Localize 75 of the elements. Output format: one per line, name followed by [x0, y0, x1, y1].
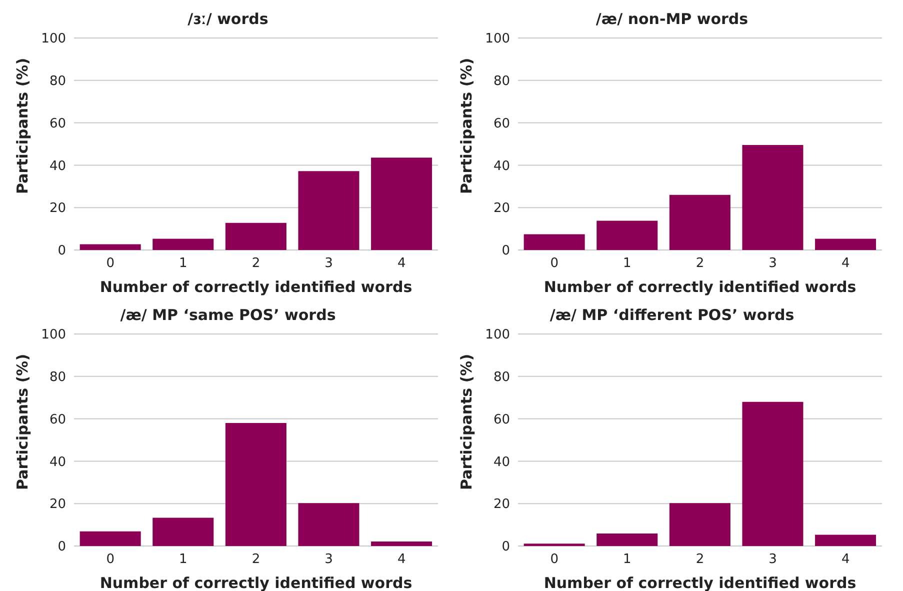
chart-title: /æ/ MP ‘different POS’ words	[548, 305, 796, 326]
bar	[669, 194, 730, 250]
x-axis-title: Number of correctly identified words	[544, 278, 856, 296]
x-tick-label: 4	[397, 552, 406, 568]
bar	[152, 238, 214, 250]
y-tick-label: 100	[41, 328, 66, 343]
y-tick-label: 80	[493, 370, 510, 386]
bar	[524, 234, 585, 250]
x-tick-label: 3	[768, 552, 777, 568]
bar	[742, 145, 804, 250]
y-tick-label: 0	[58, 244, 66, 259]
bar	[815, 534, 876, 546]
bar	[596, 220, 658, 250]
y-tick-label: 40	[49, 158, 66, 174]
x-axis-title: Number of correctly identified words	[544, 574, 856, 591]
chart-title: /ɜː/ words	[186, 9, 270, 30]
x-axis-title: Number of correctly identified words	[100, 278, 412, 296]
y-tick-label: 40	[493, 454, 510, 470]
x-tick-label: 1	[179, 256, 188, 272]
y-axis-title: Participants (%)	[457, 58, 476, 194]
x-tick-label: 0	[550, 552, 559, 568]
bar	[298, 171, 360, 250]
x-tick-label: 4	[841, 552, 850, 568]
y-tick-label: 60	[49, 116, 66, 132]
chart-title: /æ/ MP ‘same POS’ words	[119, 305, 337, 326]
bar	[815, 238, 876, 250]
x-tick-label: 4	[841, 256, 850, 272]
bar	[80, 244, 141, 250]
x-tick-label: 1	[623, 552, 632, 568]
x-tick-label: 0	[106, 552, 115, 568]
bar	[225, 423, 286, 546]
y-tick-label: 20	[493, 497, 510, 512]
y-tick-label: 60	[493, 116, 510, 132]
x-tick-label: 2	[252, 256, 260, 272]
x-tick-label: 3	[768, 256, 777, 272]
x-axis-title: Number of correctly identified words	[100, 574, 412, 591]
bar	[298, 503, 360, 546]
y-tick-label: 60	[493, 412, 510, 428]
y-tick-label: 20	[49, 201, 66, 216]
bar	[80, 531, 141, 546]
y-tick-label: 0	[502, 540, 510, 555]
x-tick-label: 3	[324, 256, 333, 272]
x-tick-label: 0	[106, 256, 115, 272]
y-tick-label: 0	[502, 244, 510, 259]
y-axis-title: Participants (%)	[13, 354, 32, 490]
x-tick-label: 2	[696, 256, 704, 272]
chart-title: /æ/ non-MP words	[594, 9, 750, 30]
bar	[742, 402, 804, 546]
bar	[225, 222, 286, 250]
bar	[669, 503, 730, 546]
x-tick-label: 0	[550, 256, 559, 272]
y-tick-label: 40	[49, 454, 66, 470]
bar	[371, 158, 432, 250]
x-tick-label: 4	[397, 256, 406, 272]
y-tick-label: 100	[485, 328, 510, 343]
y-tick-label: 80	[49, 370, 66, 386]
y-tick-label: 20	[49, 497, 66, 512]
y-tick-label: 20	[493, 201, 510, 216]
bar	[152, 518, 214, 546]
x-tick-label: 3	[324, 552, 333, 568]
y-tick-label: 40	[493, 158, 510, 174]
y-axis-title: Participants (%)	[457, 354, 476, 490]
bar	[596, 533, 658, 546]
y-tick-label: 0	[58, 540, 66, 555]
y-tick-label: 100	[485, 32, 510, 47]
x-tick-label: 1	[179, 552, 188, 568]
y-tick-label: 100	[41, 32, 66, 47]
x-tick-label: 1	[623, 256, 632, 272]
y-axis-title: Participants (%)	[13, 58, 32, 194]
y-tick-label: 80	[493, 74, 510, 90]
bar	[371, 542, 432, 546]
y-tick-label: 60	[49, 412, 66, 428]
x-tick-label: 2	[696, 552, 704, 568]
x-tick-label: 2	[252, 552, 260, 568]
y-tick-label: 80	[49, 74, 66, 90]
